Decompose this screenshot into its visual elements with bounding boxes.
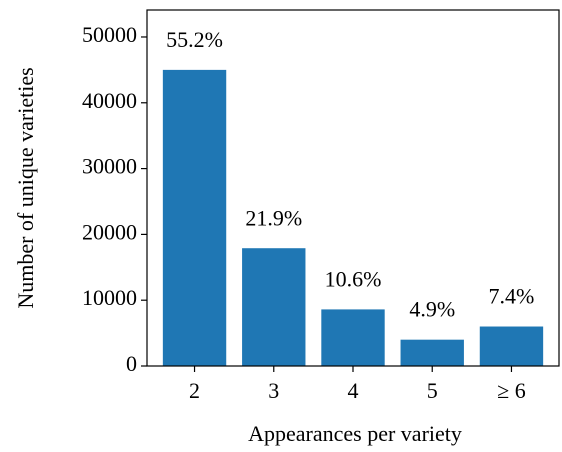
x-axis-label: Appearances per variety bbox=[248, 421, 462, 446]
bar-annotation: 10.6% bbox=[325, 266, 382, 291]
y-axis-label: Number of unique varieties bbox=[13, 67, 38, 308]
plot-frame bbox=[146, 9, 560, 367]
bar-annotation: 21.9% bbox=[245, 205, 302, 230]
bar bbox=[479, 326, 544, 366]
x-tick-label: 3 bbox=[268, 378, 279, 403]
y-tick-label: 0 bbox=[126, 351, 137, 376]
bar bbox=[400, 339, 464, 366]
x-tick-label: 5 bbox=[427, 378, 438, 403]
bar bbox=[242, 248, 306, 366]
bar-annotation: 7.4% bbox=[489, 284, 535, 309]
x-tick-label: ≥ 6 bbox=[497, 378, 526, 403]
x-tick-label: 4 bbox=[348, 378, 359, 403]
y-tick-label: 30000 bbox=[82, 154, 137, 179]
bar bbox=[321, 309, 385, 366]
y-tick-label: 20000 bbox=[82, 219, 137, 244]
bar-annotation: 4.9% bbox=[409, 297, 455, 322]
y-tick-label: 40000 bbox=[82, 88, 137, 113]
x-tick-label: 2 bbox=[189, 378, 200, 403]
bar bbox=[162, 69, 227, 366]
bar-annotation: 55.2% bbox=[166, 27, 223, 52]
y-tick-label: 10000 bbox=[82, 285, 137, 310]
y-tick-label: 50000 bbox=[82, 22, 137, 47]
